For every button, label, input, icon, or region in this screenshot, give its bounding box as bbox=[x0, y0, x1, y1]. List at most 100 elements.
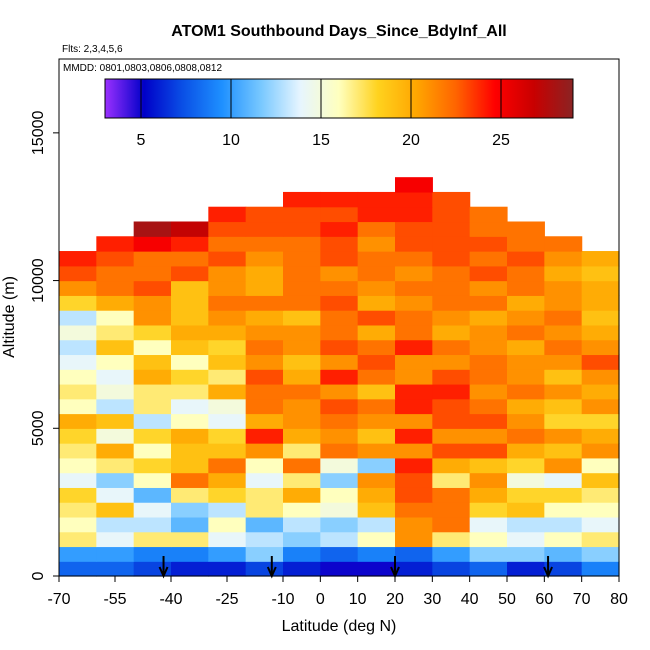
heatmap-cell bbox=[544, 251, 583, 267]
x-tick-label: -55 bbox=[103, 591, 126, 608]
heatmap-cell bbox=[395, 413, 433, 429]
heatmap-cell bbox=[469, 251, 508, 267]
heatmap-cell bbox=[432, 339, 471, 356]
heatmap-cell bbox=[59, 502, 97, 518]
heatmap-cell bbox=[171, 398, 209, 415]
heatmap-cell bbox=[133, 472, 172, 488]
heatmap-cell bbox=[208, 280, 247, 296]
heatmap-cell bbox=[507, 221, 545, 237]
heatmap-cell bbox=[96, 354, 135, 370]
heatmap-cell bbox=[544, 516, 583, 533]
heatmap-cell bbox=[245, 487, 284, 503]
heatmap-cell bbox=[96, 487, 135, 503]
heatmap-cell bbox=[96, 339, 135, 356]
heatmap-cell bbox=[96, 516, 135, 533]
heatmap-cell bbox=[581, 443, 620, 459]
heatmap-cell bbox=[469, 546, 508, 562]
heatmap-cell bbox=[208, 354, 247, 370]
heatmap-cell bbox=[171, 251, 209, 267]
heatmap-cells bbox=[59, 177, 620, 577]
heatmap-cell bbox=[283, 383, 321, 400]
heatmap-cell bbox=[432, 428, 471, 444]
heatmap-cell bbox=[59, 354, 97, 370]
heatmap-cell bbox=[283, 221, 321, 237]
heatmap-cell bbox=[507, 295, 545, 311]
heatmap-cell bbox=[96, 265, 135, 282]
heatmap-cell bbox=[245, 457, 284, 474]
heatmap-cell bbox=[208, 324, 247, 341]
x-tick-label: 30 bbox=[423, 591, 441, 608]
y-tick-label: 15000 bbox=[30, 111, 47, 156]
heatmap-cell bbox=[96, 531, 135, 548]
heatmap-cell bbox=[59, 428, 97, 444]
heatmap-cell bbox=[395, 295, 433, 311]
heatmap-cell bbox=[432, 310, 471, 326]
heatmap-cell bbox=[283, 310, 321, 326]
heatmap-cell bbox=[544, 487, 583, 503]
heatmap-cell bbox=[133, 354, 172, 370]
heatmap-cell bbox=[357, 251, 396, 267]
heatmap-cell bbox=[245, 546, 284, 562]
heatmap-cell bbox=[395, 502, 433, 518]
x-tick-label: 60 bbox=[535, 591, 553, 608]
heatmap-cell bbox=[469, 354, 508, 370]
heatmap-cell bbox=[357, 561, 396, 577]
heatmap-cell bbox=[469, 206, 508, 223]
heatmap-cell bbox=[395, 251, 433, 267]
heatmap-cell bbox=[357, 546, 396, 562]
heatmap-cell bbox=[469, 561, 508, 577]
heatmap-cell bbox=[208, 295, 247, 311]
heatmap-cell bbox=[283, 251, 321, 267]
heatmap-cell bbox=[469, 502, 508, 518]
heatmap-cell bbox=[96, 428, 135, 444]
heatmap-cell bbox=[245, 280, 284, 296]
heatmap-cell bbox=[544, 561, 583, 577]
heatmap-cell bbox=[507, 472, 545, 488]
heatmap-cell bbox=[581, 561, 620, 577]
heatmap-cell bbox=[245, 531, 284, 548]
heatmap-cell bbox=[507, 265, 545, 282]
heatmap-cell bbox=[357, 443, 396, 459]
heatmap-cell bbox=[171, 310, 209, 326]
heatmap-cell bbox=[208, 546, 247, 562]
heatmap-cell bbox=[59, 531, 97, 548]
heatmap-cell bbox=[133, 531, 172, 548]
x-axis: -70 -55 -40 -25 -10 0 10 20 30 40 50 60 70 80 bbox=[47, 576, 628, 608]
heatmap-cell bbox=[395, 354, 433, 370]
heatmap-cell bbox=[581, 472, 620, 488]
heatmap-cell bbox=[357, 221, 396, 237]
heatmap-cell bbox=[581, 516, 620, 533]
heatmap-cell bbox=[171, 561, 209, 577]
heatmap-cell bbox=[245, 324, 284, 341]
heatmap-cell bbox=[581, 487, 620, 503]
heatmap-cell bbox=[432, 251, 471, 267]
heatmap-cell bbox=[245, 310, 284, 326]
heatmap-cell bbox=[320, 398, 359, 415]
heatmap-cell bbox=[171, 457, 209, 474]
heatmap-cell bbox=[432, 546, 471, 562]
heatmap-cell bbox=[59, 546, 97, 562]
heatmap-cell bbox=[507, 516, 545, 533]
heatmap-cell bbox=[357, 398, 396, 415]
heatmap-cell bbox=[245, 295, 284, 311]
heatmap-cell bbox=[469, 295, 508, 311]
heatmap-cell bbox=[469, 443, 508, 459]
heatmap-cell bbox=[544, 369, 583, 385]
heatmap-cell bbox=[133, 502, 172, 518]
heatmap-cell bbox=[544, 531, 583, 548]
heatmap-cell bbox=[283, 265, 321, 282]
heatmap-cell bbox=[208, 310, 247, 326]
heatmap-cell bbox=[544, 398, 583, 415]
heatmap-cell bbox=[208, 265, 247, 282]
heatmap-cell bbox=[395, 221, 433, 237]
x-tick-label: -10 bbox=[271, 591, 294, 608]
heatmap-cell bbox=[581, 369, 620, 385]
heatmap-cell bbox=[469, 280, 508, 296]
heatmap-cell bbox=[171, 324, 209, 341]
heatmap-cell bbox=[432, 502, 471, 518]
y-tick-label: 5000 bbox=[30, 410, 47, 446]
heatmap-cell bbox=[320, 191, 359, 208]
flights-note: Flts: 2,3,4,5,6 bbox=[62, 44, 123, 55]
heatmap-cell bbox=[245, 221, 284, 237]
heatmap-cell bbox=[320, 339, 359, 356]
